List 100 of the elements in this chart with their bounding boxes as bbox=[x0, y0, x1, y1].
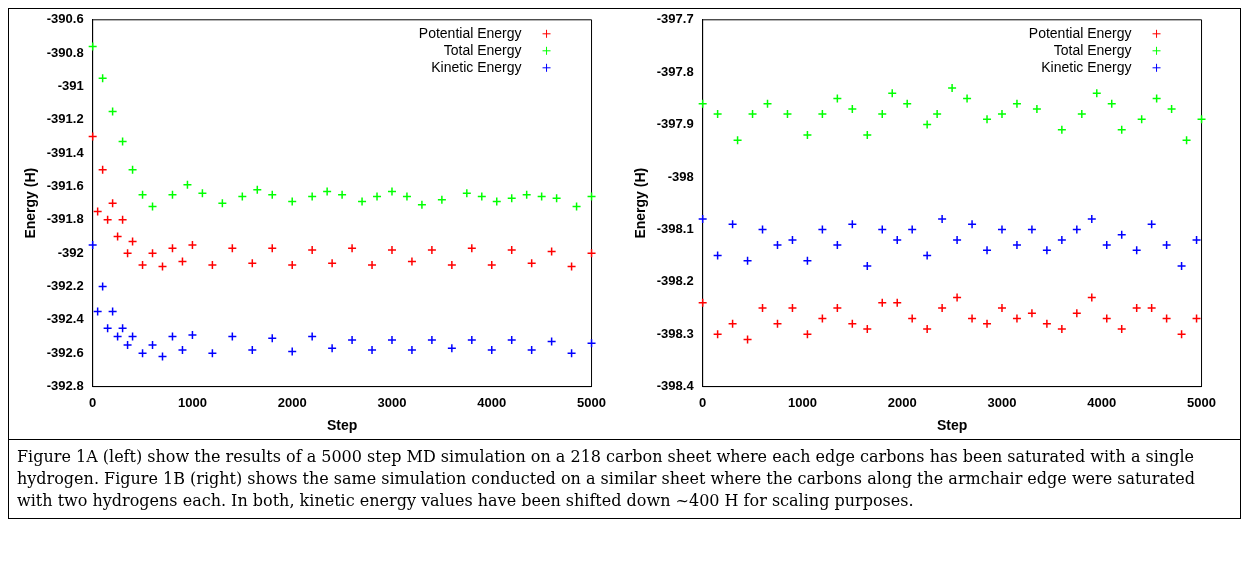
point bbox=[367, 260, 377, 270]
point bbox=[197, 188, 208, 198]
y-tick-label: -391.2 bbox=[46, 111, 84, 127]
point bbox=[247, 345, 258, 355]
point bbox=[787, 235, 798, 245]
x-tick-label: 5000 bbox=[577, 394, 606, 410]
legend-label: Kinetic Energy bbox=[431, 58, 522, 75]
point bbox=[967, 313, 977, 324]
point bbox=[772, 240, 783, 250]
point bbox=[697, 298, 708, 308]
point bbox=[307, 331, 317, 342]
point bbox=[467, 243, 477, 253]
point bbox=[932, 109, 942, 119]
y-tick-label: -391.8 bbox=[46, 211, 84, 227]
point bbox=[727, 219, 738, 229]
point bbox=[97, 165, 108, 175]
point bbox=[802, 256, 813, 266]
point bbox=[1161, 240, 1172, 250]
point bbox=[952, 292, 962, 303]
point bbox=[267, 243, 278, 253]
point bbox=[747, 109, 758, 119]
point bbox=[367, 345, 377, 355]
point bbox=[287, 346, 297, 357]
point bbox=[137, 260, 148, 270]
x-axis-title: Step bbox=[326, 417, 358, 434]
point bbox=[1012, 313, 1022, 324]
y-tick-label: -392.2 bbox=[46, 278, 84, 294]
point bbox=[107, 198, 118, 208]
point bbox=[526, 345, 537, 355]
point bbox=[787, 303, 798, 313]
point bbox=[102, 215, 113, 225]
point bbox=[1042, 318, 1052, 329]
point bbox=[997, 303, 1007, 313]
point bbox=[487, 345, 497, 355]
point bbox=[962, 93, 972, 104]
point bbox=[742, 256, 753, 266]
point bbox=[862, 130, 873, 140]
point bbox=[551, 193, 562, 203]
point bbox=[1027, 224, 1037, 235]
point bbox=[137, 190, 148, 200]
point bbox=[922, 119, 932, 130]
point bbox=[407, 345, 417, 355]
y-tick-label: -391.4 bbox=[46, 144, 85, 160]
y-tick-label: -397.8 bbox=[656, 63, 694, 79]
y-tick-label: -390.6 bbox=[46, 11, 84, 27]
point bbox=[1012, 240, 1022, 250]
point bbox=[892, 298, 902, 308]
point bbox=[462, 188, 472, 198]
point bbox=[521, 190, 532, 200]
point bbox=[506, 335, 517, 345]
point bbox=[447, 343, 457, 353]
y-axis-title: Energy (H) bbox=[22, 167, 39, 239]
point bbox=[847, 219, 858, 229]
point bbox=[586, 248, 597, 258]
point bbox=[862, 324, 873, 334]
point bbox=[387, 245, 397, 255]
y-tick-label: -392 bbox=[57, 244, 84, 260]
point bbox=[952, 235, 962, 245]
point bbox=[267, 190, 278, 200]
y-tick-label: -391.6 bbox=[46, 178, 84, 194]
point bbox=[1191, 235, 1202, 245]
point bbox=[287, 196, 297, 207]
point bbox=[187, 330, 198, 340]
point bbox=[712, 329, 723, 339]
point bbox=[1072, 308, 1082, 318]
point bbox=[427, 335, 437, 345]
point bbox=[697, 214, 708, 224]
point bbox=[97, 73, 108, 83]
point bbox=[487, 260, 497, 270]
point bbox=[1116, 324, 1127, 334]
point bbox=[1092, 88, 1102, 98]
y-tick-label: -398 bbox=[667, 168, 694, 184]
point bbox=[427, 245, 437, 255]
point bbox=[757, 303, 768, 313]
point bbox=[127, 165, 138, 175]
point bbox=[307, 245, 317, 255]
point bbox=[907, 313, 917, 324]
point bbox=[252, 185, 263, 195]
x-tick-label: 2000 bbox=[887, 394, 917, 410]
point bbox=[922, 324, 932, 334]
point bbox=[937, 303, 947, 313]
y-tick-label: -392.4 bbox=[46, 311, 85, 327]
point bbox=[337, 190, 347, 200]
point bbox=[1087, 214, 1097, 224]
point bbox=[1116, 125, 1127, 135]
point bbox=[967, 219, 977, 229]
point bbox=[892, 235, 902, 245]
point bbox=[1057, 235, 1067, 245]
point bbox=[402, 191, 412, 202]
point bbox=[207, 260, 218, 270]
point bbox=[287, 260, 297, 270]
y-tick-label: -392.6 bbox=[46, 344, 84, 360]
point bbox=[526, 258, 537, 268]
x-tick-label: 3000 bbox=[987, 394, 1017, 410]
point bbox=[492, 196, 502, 207]
point bbox=[1087, 292, 1097, 303]
point bbox=[417, 200, 427, 210]
point bbox=[982, 318, 992, 329]
point bbox=[506, 193, 517, 203]
x-axis-title: Step bbox=[936, 417, 968, 434]
